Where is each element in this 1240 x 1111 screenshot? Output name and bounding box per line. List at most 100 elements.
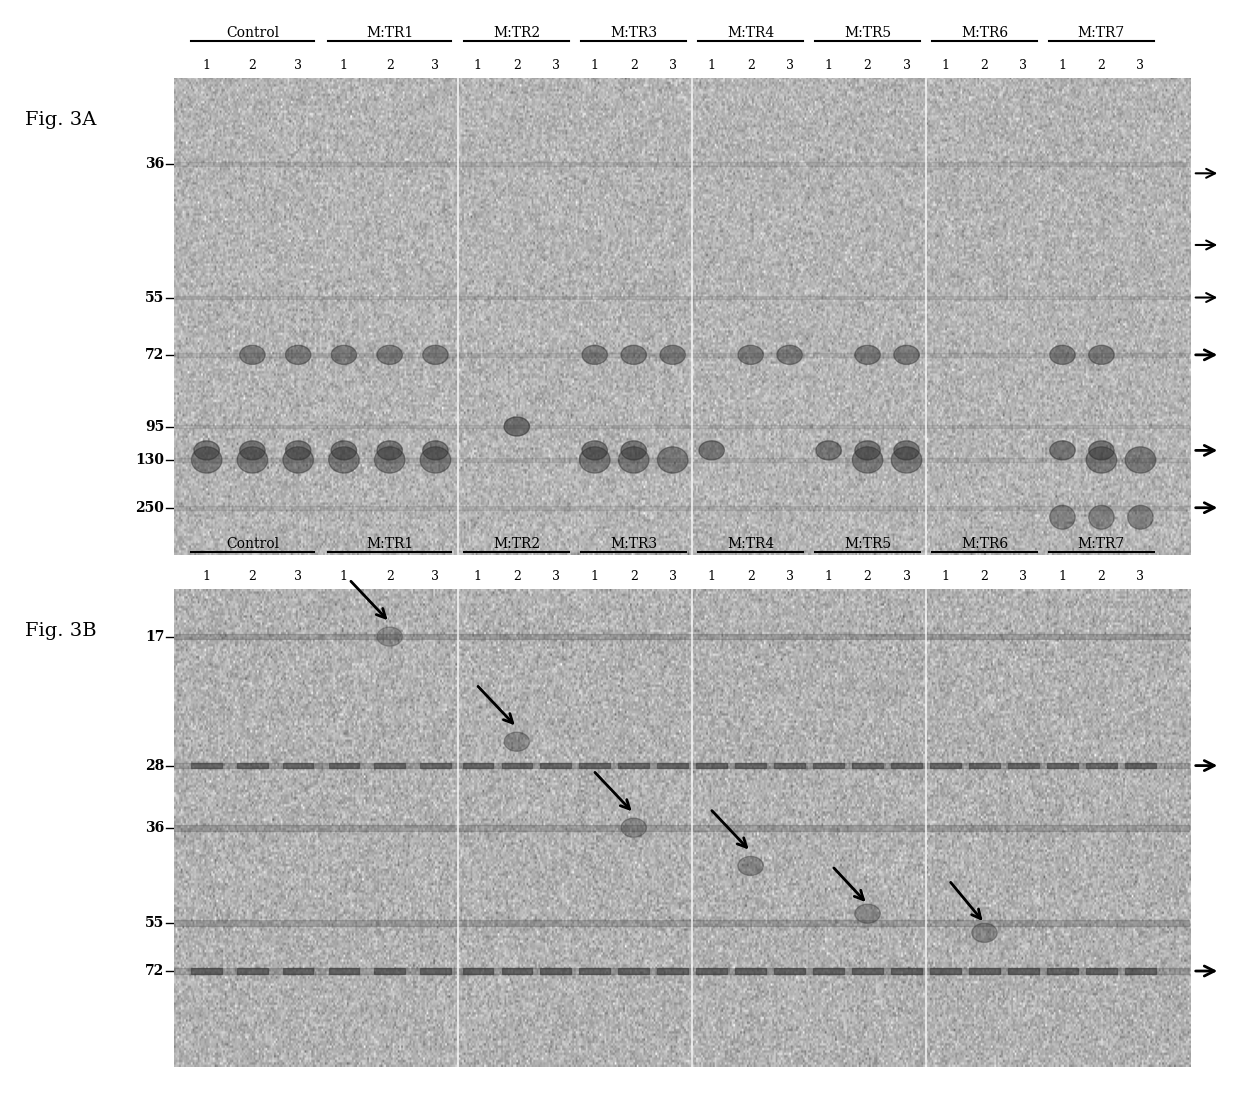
Ellipse shape: [239, 441, 265, 460]
Text: 1: 1: [202, 571, 211, 583]
Text: 3: 3: [1019, 571, 1028, 583]
Text: 1: 1: [941, 571, 950, 583]
Ellipse shape: [423, 346, 448, 364]
Text: 2: 2: [513, 59, 521, 72]
Text: M:TR3: M:TR3: [610, 26, 657, 40]
Ellipse shape: [579, 447, 610, 473]
Ellipse shape: [582, 441, 608, 460]
Ellipse shape: [582, 346, 608, 364]
FancyBboxPatch shape: [774, 763, 805, 769]
Ellipse shape: [331, 346, 357, 364]
FancyBboxPatch shape: [501, 763, 532, 769]
FancyBboxPatch shape: [237, 763, 268, 769]
Text: 1: 1: [340, 571, 348, 583]
FancyBboxPatch shape: [174, 633, 1190, 640]
Text: 28: 28: [145, 759, 164, 772]
Text: 36: 36: [145, 821, 164, 834]
FancyBboxPatch shape: [1048, 763, 1078, 769]
Text: 55: 55: [145, 917, 164, 930]
Text: 2: 2: [981, 59, 988, 72]
Text: 3: 3: [432, 59, 439, 72]
FancyBboxPatch shape: [174, 763, 1190, 769]
FancyBboxPatch shape: [174, 424, 1190, 429]
FancyBboxPatch shape: [463, 968, 494, 974]
Text: 1: 1: [941, 59, 950, 72]
Text: 1: 1: [590, 59, 599, 72]
Ellipse shape: [854, 441, 880, 460]
FancyBboxPatch shape: [970, 763, 999, 769]
Ellipse shape: [329, 447, 360, 473]
FancyBboxPatch shape: [697, 763, 727, 769]
Ellipse shape: [854, 346, 880, 364]
FancyBboxPatch shape: [852, 763, 883, 769]
Text: 2: 2: [863, 571, 872, 583]
FancyBboxPatch shape: [329, 763, 360, 769]
Ellipse shape: [193, 441, 219, 460]
Text: 2: 2: [386, 571, 393, 583]
Text: Fig. 3A: Fig. 3A: [25, 111, 97, 129]
Text: 3: 3: [668, 59, 677, 72]
Text: 2: 2: [1097, 59, 1105, 72]
FancyBboxPatch shape: [174, 162, 1190, 166]
Text: Control: Control: [226, 26, 279, 40]
Ellipse shape: [894, 346, 919, 364]
FancyBboxPatch shape: [813, 763, 844, 769]
Ellipse shape: [621, 346, 646, 364]
Text: 1: 1: [1059, 571, 1066, 583]
FancyBboxPatch shape: [1008, 763, 1039, 769]
FancyBboxPatch shape: [1008, 968, 1039, 974]
Text: 1: 1: [202, 59, 211, 72]
Text: M:TR5: M:TR5: [844, 537, 892, 551]
FancyBboxPatch shape: [930, 968, 961, 974]
FancyBboxPatch shape: [852, 968, 883, 974]
FancyBboxPatch shape: [619, 968, 649, 974]
FancyBboxPatch shape: [174, 824, 1190, 831]
Text: 1: 1: [708, 59, 715, 72]
Text: 2: 2: [248, 59, 257, 72]
FancyBboxPatch shape: [237, 968, 268, 974]
Text: 2: 2: [1097, 571, 1105, 583]
Text: 3: 3: [552, 571, 559, 583]
Ellipse shape: [777, 346, 802, 364]
Ellipse shape: [621, 441, 646, 460]
FancyBboxPatch shape: [970, 968, 999, 974]
Ellipse shape: [331, 441, 357, 460]
Text: M:TR2: M:TR2: [494, 26, 541, 40]
Text: 1: 1: [474, 59, 482, 72]
FancyBboxPatch shape: [420, 763, 450, 769]
Text: 3: 3: [786, 571, 794, 583]
Ellipse shape: [657, 447, 688, 473]
Text: 2: 2: [630, 59, 637, 72]
Ellipse shape: [1050, 441, 1075, 460]
Text: 2: 2: [248, 571, 257, 583]
Text: M:TR7: M:TR7: [1078, 26, 1125, 40]
FancyBboxPatch shape: [174, 968, 1190, 974]
Text: 2: 2: [386, 59, 393, 72]
Text: M:TR2: M:TR2: [494, 537, 541, 551]
Ellipse shape: [420, 447, 450, 473]
Text: 2: 2: [630, 571, 637, 583]
FancyBboxPatch shape: [174, 458, 1190, 462]
Text: M:TR6: M:TR6: [961, 537, 1008, 551]
Ellipse shape: [1089, 441, 1114, 460]
Text: 36: 36: [145, 157, 164, 171]
Text: 250: 250: [135, 501, 164, 514]
FancyBboxPatch shape: [619, 763, 649, 769]
Ellipse shape: [699, 441, 724, 460]
Ellipse shape: [237, 447, 268, 473]
FancyBboxPatch shape: [374, 968, 405, 974]
Text: M:TR6: M:TR6: [961, 26, 1008, 40]
FancyBboxPatch shape: [541, 968, 570, 974]
FancyBboxPatch shape: [463, 763, 494, 769]
FancyBboxPatch shape: [697, 968, 727, 974]
Ellipse shape: [283, 447, 314, 473]
Text: 2: 2: [863, 59, 872, 72]
Text: 1: 1: [825, 59, 832, 72]
Ellipse shape: [503, 732, 529, 751]
FancyBboxPatch shape: [329, 968, 360, 974]
Text: Control: Control: [226, 537, 279, 551]
FancyBboxPatch shape: [735, 968, 766, 974]
Ellipse shape: [285, 441, 311, 460]
FancyBboxPatch shape: [283, 763, 314, 769]
FancyBboxPatch shape: [1125, 763, 1156, 769]
